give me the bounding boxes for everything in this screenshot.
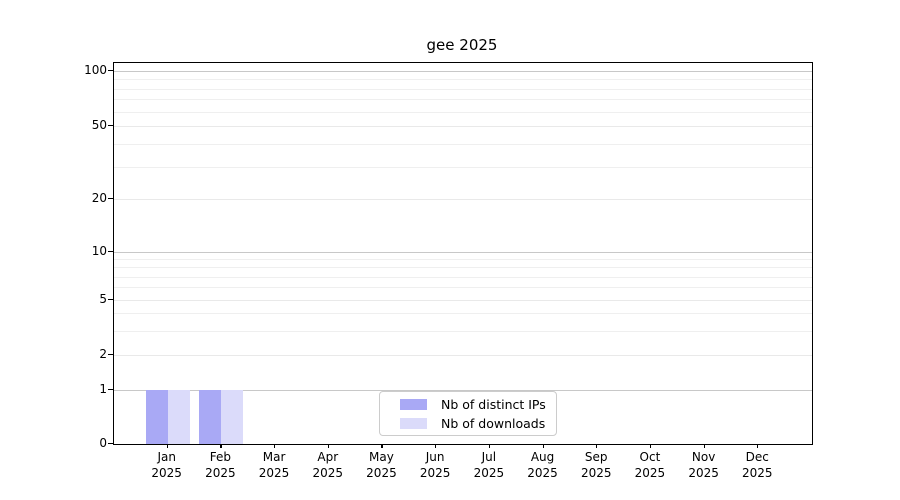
y-tick-mark-1 xyxy=(108,389,113,391)
gridline-y-3 xyxy=(114,330,812,332)
y-tick-mark-2 xyxy=(108,354,113,356)
x-tick-mark-sep xyxy=(596,444,598,448)
y-tick-label-20: 20 xyxy=(91,191,107,205)
y-tick-mark-50 xyxy=(108,125,113,127)
x-tick-mark-jun xyxy=(435,444,437,448)
y-tick-mark-100 xyxy=(108,70,113,72)
gridline-y-20 xyxy=(114,199,812,200)
gridline-y-90 xyxy=(114,79,812,81)
legend: Nb of distinct IPs Nb of downloads xyxy=(379,391,557,436)
x-tick-mark-feb xyxy=(220,444,222,448)
gridline-y-6 xyxy=(114,287,812,289)
x-tick-label-jan: Jan 2025 xyxy=(151,450,182,480)
y-tick-label-10: 10 xyxy=(91,244,107,258)
gridline-y-5 xyxy=(114,300,812,301)
bar-jan-downloads xyxy=(167,390,190,444)
legend-item-downloads: Nb of downloads xyxy=(400,415,556,431)
gridline-y-80 xyxy=(114,88,812,90)
x-tick-mark-may xyxy=(381,444,383,448)
gridline-y-8 xyxy=(114,267,812,269)
y-tick-label-5: 5 xyxy=(99,292,107,306)
x-tick-label-apr: Apr 2025 xyxy=(312,450,344,480)
x-tick-label-oct: Oct 2025 xyxy=(634,450,666,480)
y-tick-mark-0 xyxy=(108,443,113,445)
x-tick-mark-jan xyxy=(166,444,168,448)
x-tick-mark-apr xyxy=(327,444,329,448)
gridline-y-9 xyxy=(114,259,812,261)
gridline-y-30 xyxy=(114,166,812,168)
x-tick-label-nov: Nov 2025 xyxy=(688,450,719,480)
x-tick-label-aug: Aug 2025 xyxy=(527,450,558,480)
bar-jan-distinct-ips xyxy=(145,390,168,444)
gridline-y-60 xyxy=(114,111,812,113)
x-tick-label-feb: Feb 2025 xyxy=(205,450,236,480)
y-tick-label-0: 0 xyxy=(99,436,107,450)
y-tick-mark-20 xyxy=(108,198,113,200)
legend-label-downloads: Nb of downloads xyxy=(441,415,546,431)
gridline-y-10 xyxy=(114,252,812,253)
legend-item-distinct-ips: Nb of distinct IPs xyxy=(400,396,556,412)
legend-label-distinct-ips: Nb of distinct IPs xyxy=(441,396,546,412)
x-tick-mark-aug xyxy=(542,444,544,448)
y-tick-label-50: 50 xyxy=(91,118,107,132)
x-tick-label-jun: Jun 2025 xyxy=(419,450,451,480)
x-tick-mark-dec xyxy=(757,444,759,448)
x-tick-mark-nov xyxy=(703,444,705,448)
y-tick-mark-10 xyxy=(108,251,113,253)
legend-swatch-distinct-ips xyxy=(400,398,427,410)
y-tick-label-2: 2 xyxy=(99,347,107,361)
bar-feb-distinct-ips xyxy=(199,390,222,444)
x-tick-label-dec: Dec 2025 xyxy=(742,450,773,480)
x-tick-label-jul: Jul 2025 xyxy=(473,450,505,480)
y-tick-label-1: 1 xyxy=(99,382,107,396)
gridline-y-100 xyxy=(114,71,812,72)
gridline-y-50 xyxy=(114,126,812,127)
gridline-y-7 xyxy=(114,276,812,278)
legend-swatch-downloads xyxy=(400,417,427,429)
chart-title: gee 2025 xyxy=(426,36,498,54)
x-tick-mark-oct xyxy=(649,444,652,448)
x-tick-mark-jul xyxy=(488,444,491,448)
x-tick-label-mar: Mar 2025 xyxy=(258,450,290,480)
gridline-y-40 xyxy=(114,143,812,145)
plot-area xyxy=(113,62,813,445)
gridline-y-4 xyxy=(114,313,812,315)
y-tick-mark-5 xyxy=(108,299,113,301)
x-tick-mark-mar xyxy=(274,444,276,448)
gridline-y-1 xyxy=(114,390,812,391)
gridline-y-2 xyxy=(114,355,812,356)
bar-feb-downloads xyxy=(221,390,244,444)
x-tick-label-sep: Sep 2025 xyxy=(580,450,612,480)
y-tick-label-100: 100 xyxy=(84,63,107,77)
x-tick-label-may: May 2025 xyxy=(366,450,397,480)
gridline-y-70 xyxy=(114,99,812,101)
